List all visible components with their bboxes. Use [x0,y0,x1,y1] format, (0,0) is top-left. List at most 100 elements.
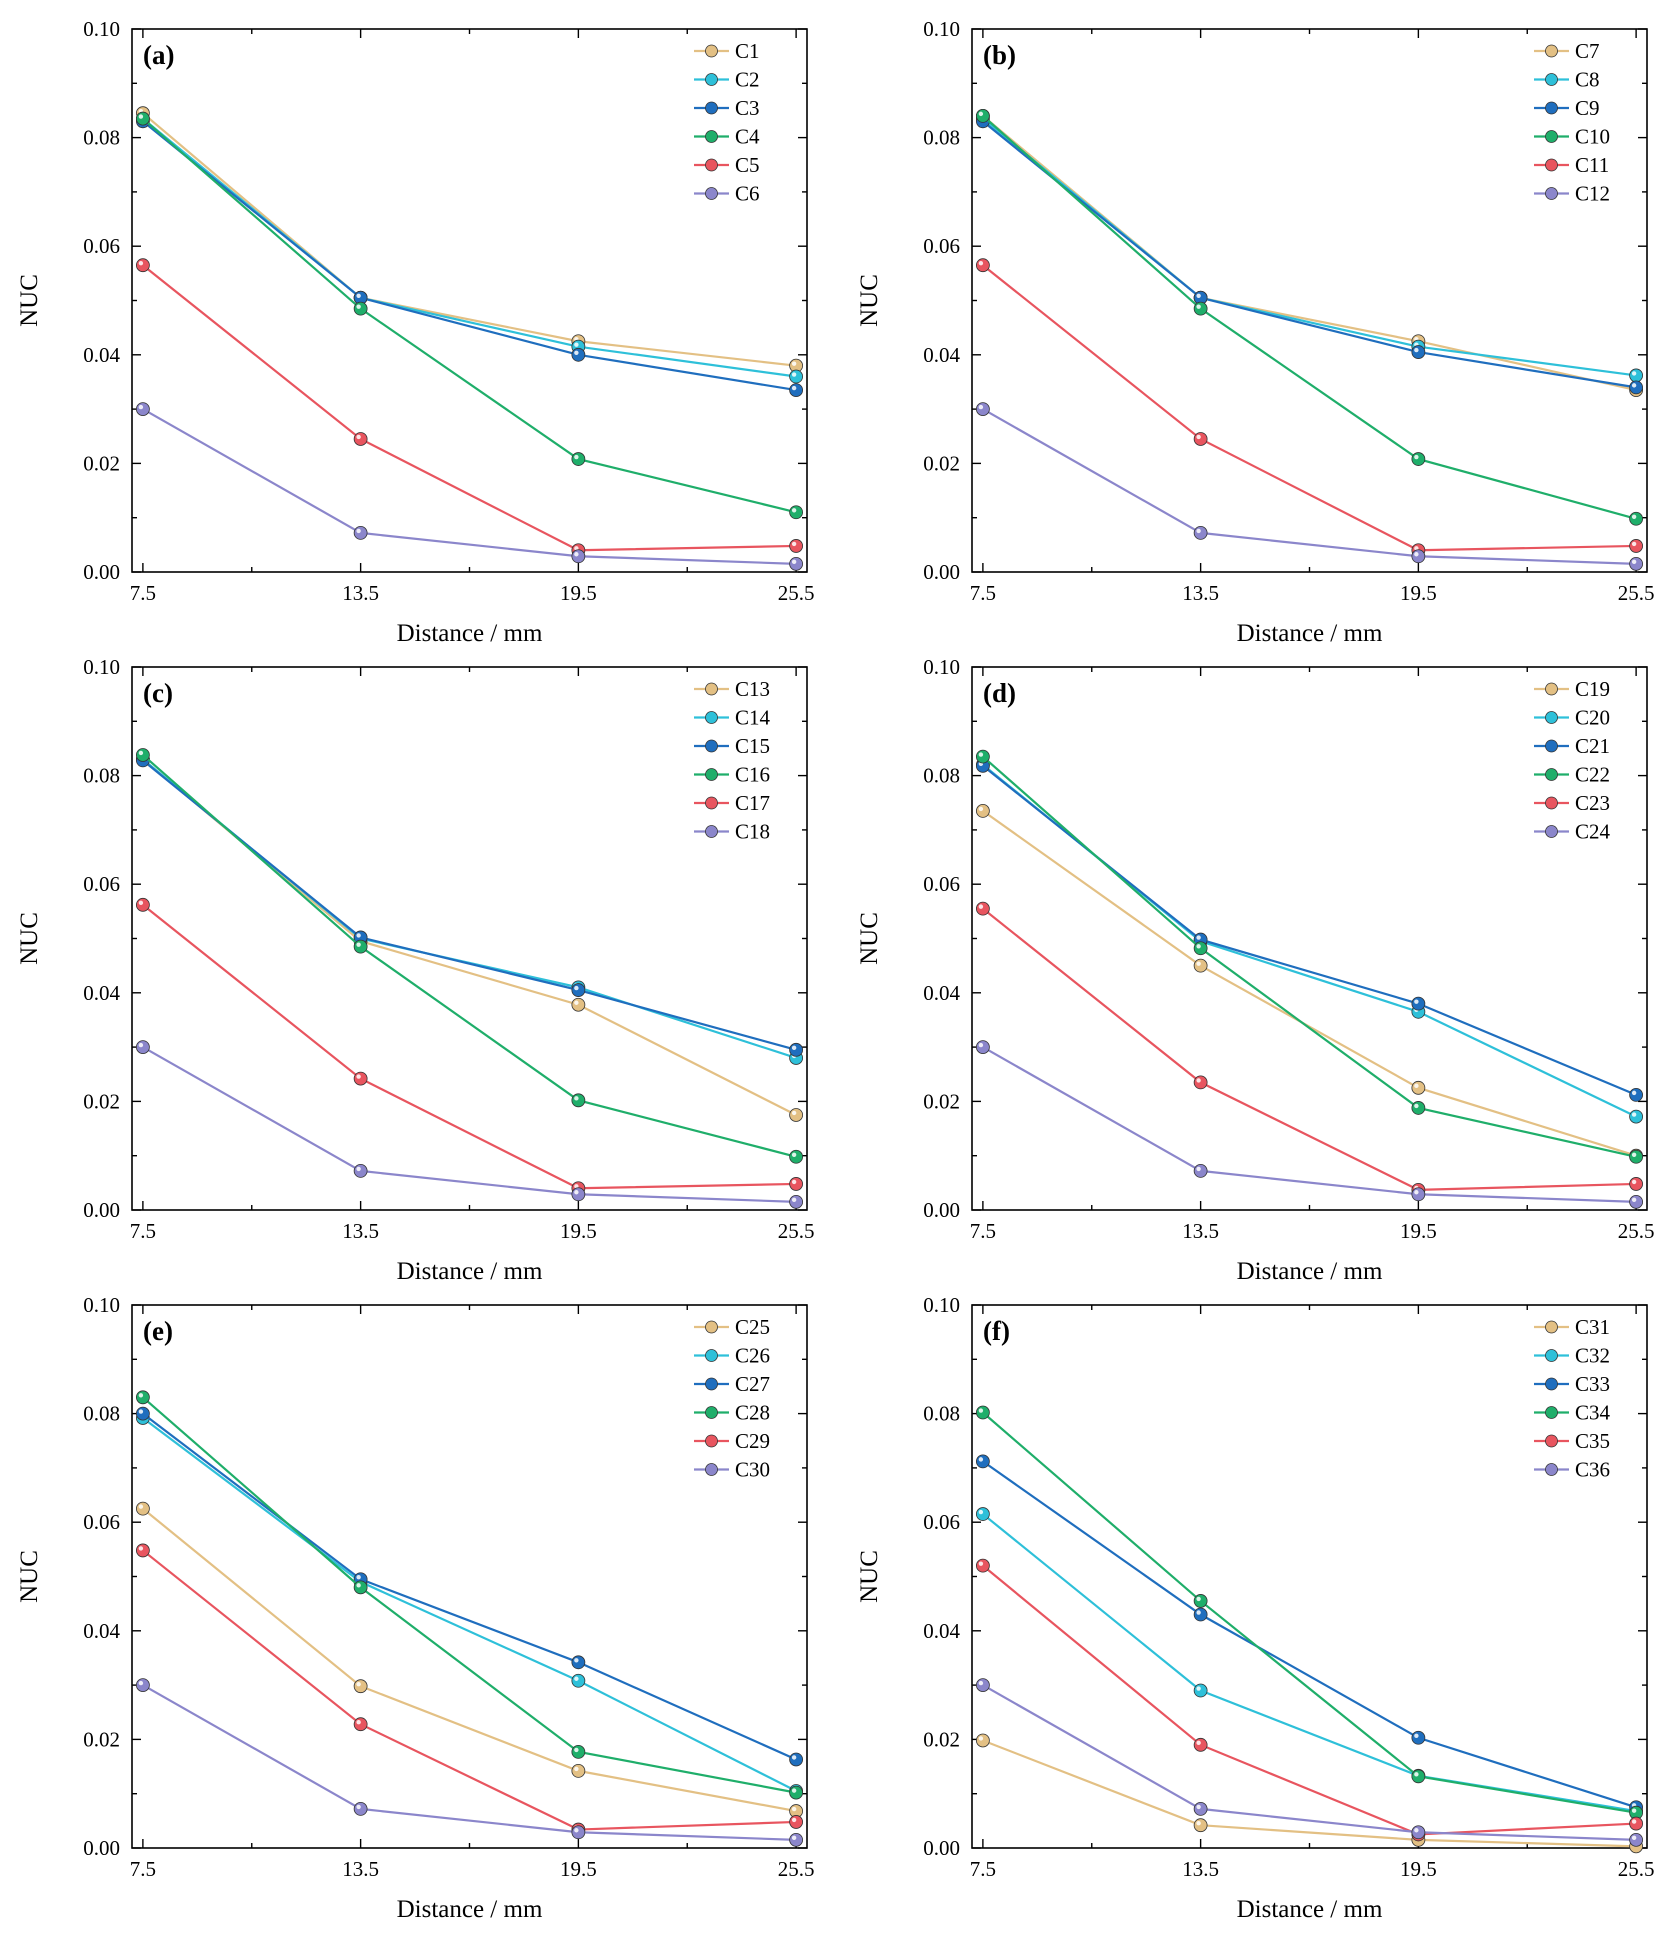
data-point [1629,1832,1644,1847]
series-C6 [135,402,804,571]
data-point [1411,452,1426,466]
y-tick-label: 0.04 [923,1619,960,1643]
x-tick-label: 13.5 [342,1219,379,1243]
data-point [135,1678,150,1692]
data-point [1629,1109,1644,1124]
data-point-highlight [1631,1112,1637,1117]
legend-label: C34 [1575,1401,1611,1425]
series-line [142,1507,797,1813]
series-line [142,1684,797,1841]
legend-item: C16 [694,763,770,787]
data-point-highlight [1631,1197,1637,1203]
legend-label: C10 [1575,125,1610,149]
y-tick-label: 0.10 [923,17,960,41]
series-line [982,1564,1637,1836]
y-tick-label: 0.02 [923,1727,960,1751]
data-point [1193,301,1208,316]
legend-swatch-marker [705,796,718,810]
legend-item: C3 [694,96,760,120]
y-axis-title: NUC [16,1550,43,1603]
series-line [142,1396,797,1794]
data-point [135,1390,150,1405]
legend-item: C1 [694,39,760,63]
y-tick-label: 0.08 [923,126,960,150]
data-point-highlight [1631,1835,1637,1841]
data-point-highlight [356,1804,361,1810]
data-point-highlight [791,1110,797,1116]
legend-swatch-marker [1545,101,1558,115]
series-line [142,264,797,552]
x-tick-label: 7.5 [130,581,156,605]
legend-label: C29 [735,1429,770,1453]
data-point [1193,1607,1208,1622]
legend-label: C6 [735,182,760,206]
legend-swatch-marker [1545,1434,1558,1448]
panel-label: (e) [143,1316,173,1346]
data-point-highlight [978,1561,984,1566]
x-tick-label: 13.5 [1182,1857,1219,1881]
legend-swatch-marker [705,1320,718,1334]
legend-item: C35 [1534,1429,1610,1453]
data-point [975,1733,990,1748]
x-tick-label: 7.5 [130,1857,156,1881]
data-point-highlight [978,806,984,812]
legend-label: C12 [1575,182,1610,206]
data-point-highlight [1414,552,1419,557]
legend-label: C35 [1575,1429,1610,1453]
data-point [1193,941,1208,956]
data-point-highlight [1414,347,1419,353]
legend-item: C32 [1534,1344,1610,1368]
data-point-highlight [1631,1819,1637,1824]
data-point-highlight [574,1747,579,1753]
data-point [1193,1802,1208,1816]
data-point [789,1108,804,1122]
data-point [1193,1818,1208,1833]
data-point-highlight [978,1680,984,1686]
y-axis-title: NUC [16,274,43,327]
data-point [789,1752,804,1767]
y-tick-label: 0.00 [923,1198,960,1222]
legend-swatch-marker [705,1463,718,1476]
legend-label: C11 [1575,153,1609,177]
data-point-highlight [138,1680,144,1686]
legend-item: C15 [694,734,770,758]
series-line [142,1417,797,1792]
data-point [353,939,368,954]
legend-item: C34 [1534,1401,1611,1425]
data-point-highlight [1196,1820,1201,1826]
legend-label: C26 [735,1344,770,1368]
data-point-highlight [1196,961,1201,966]
legend-item: C12 [1534,182,1610,206]
legend-swatch-marker [1545,1377,1558,1391]
data-point-highlight [1631,1090,1637,1096]
data-point [975,1040,990,1054]
series-line [982,1460,1637,1809]
chart-panel-5: 0.00 0.02 0.04 0.06 0.08 0.10 7.5 13.5 19.5 25.5 D… [16,1293,814,1923]
series-line [142,759,797,1051]
y-tick-label: 0.06 [923,872,960,896]
data-point [571,1744,586,1759]
data-point-highlight [1196,1740,1201,1746]
data-point-highlight [1196,1166,1201,1172]
legend-label: C21 [1575,734,1610,758]
series-C16 [135,748,804,1164]
legend-label: C33 [1575,1372,1610,1396]
y-tick-label: 0.00 [923,1836,960,1860]
x-axis-title: Distance / mm [397,620,543,647]
data-point [789,1177,804,1191]
legend-item: C10 [1534,125,1610,149]
data-point [789,1042,804,1057]
data-point [1193,432,1208,446]
data-point-highlight [574,1658,579,1663]
data-point-highlight [574,1676,579,1681]
chart-panel-2: 0.00 0.02 0.04 0.06 0.08 0.10 7.5 13.5 19.5 25.5 D… [856,17,1654,647]
legend-swatch-marker [705,825,718,838]
data-point [1411,1187,1426,1202]
legend-item: C17 [694,791,770,815]
legend-label: C17 [735,791,770,815]
data-point-highlight [1196,293,1201,298]
panel-label: (b) [983,40,1016,70]
data-point [789,539,804,553]
y-axis-title: NUC [856,912,883,965]
data-point-highlight [1196,528,1201,534]
